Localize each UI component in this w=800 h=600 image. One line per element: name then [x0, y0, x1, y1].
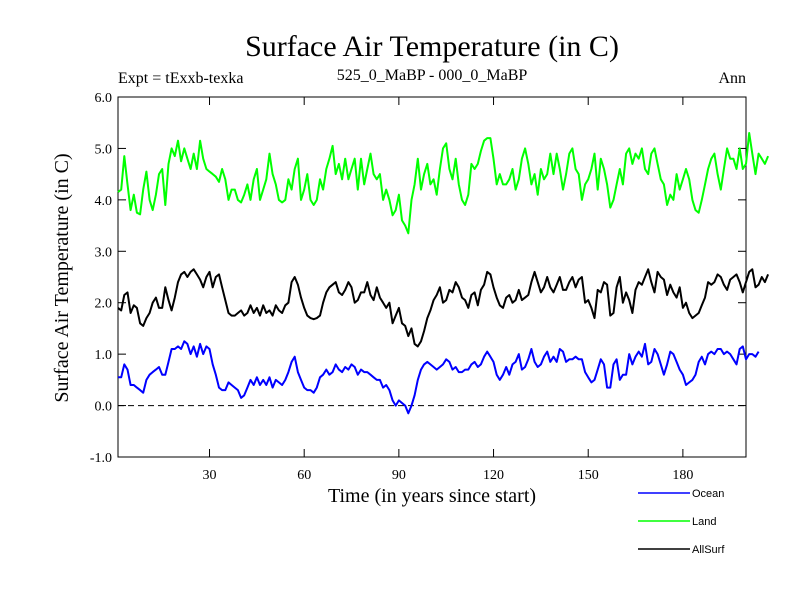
- x-axis-label: Time (in years since start): [328, 485, 536, 507]
- x-tick-label: 180: [672, 468, 693, 483]
- y-tick-label: 1.0: [95, 348, 113, 363]
- y-tick-label: 6.0: [95, 91, 113, 106]
- chart-title: Surface Air Temperature (in C): [245, 30, 619, 63]
- y-axis-label: Surface Air Temperature (in C): [51, 153, 73, 402]
- plot-area: -1.0 0.0 1.0 2.0 3.0 4.0 5.0 6.0 30 60 90 120 150 180: [90, 91, 770, 483]
- y-tick-label: 2.0: [95, 297, 113, 312]
- series-line-ocean: [118, 340, 760, 415]
- subtitle-experiment: Expt = tExxb-texka: [118, 70, 243, 87]
- x-tick-label: 150: [578, 468, 599, 483]
- subtitle-period: 525_0_MaBP - 000_0_MaBP: [337, 67, 528, 84]
- plot-frame: [117, 96, 747, 458]
- y-tick-label: 0.0: [95, 400, 113, 415]
- y-tick-label: 4.0: [95, 194, 113, 209]
- x-tick-label: 120: [483, 468, 504, 483]
- legend-label-allsurf: AllSurf: [692, 544, 725, 556]
- legend-label-land: Land: [692, 516, 716, 528]
- series-line-allsurf: [117, 268, 770, 348]
- y-tick-label: 3.0: [95, 245, 113, 260]
- subtitle-season: Ann: [718, 70, 746, 87]
- legend: Ocean Land AllSurf: [638, 488, 725, 556]
- y-tick-label: 5.0: [95, 142, 113, 157]
- x-tick-label: 60: [297, 468, 311, 483]
- series-line-land: [117, 132, 770, 235]
- x-tick-label: 30: [203, 468, 217, 483]
- legend-label-ocean: Ocean: [692, 488, 724, 500]
- x-tick-label: 90: [392, 468, 406, 483]
- y-tick-label: -1.0: [90, 451, 112, 466]
